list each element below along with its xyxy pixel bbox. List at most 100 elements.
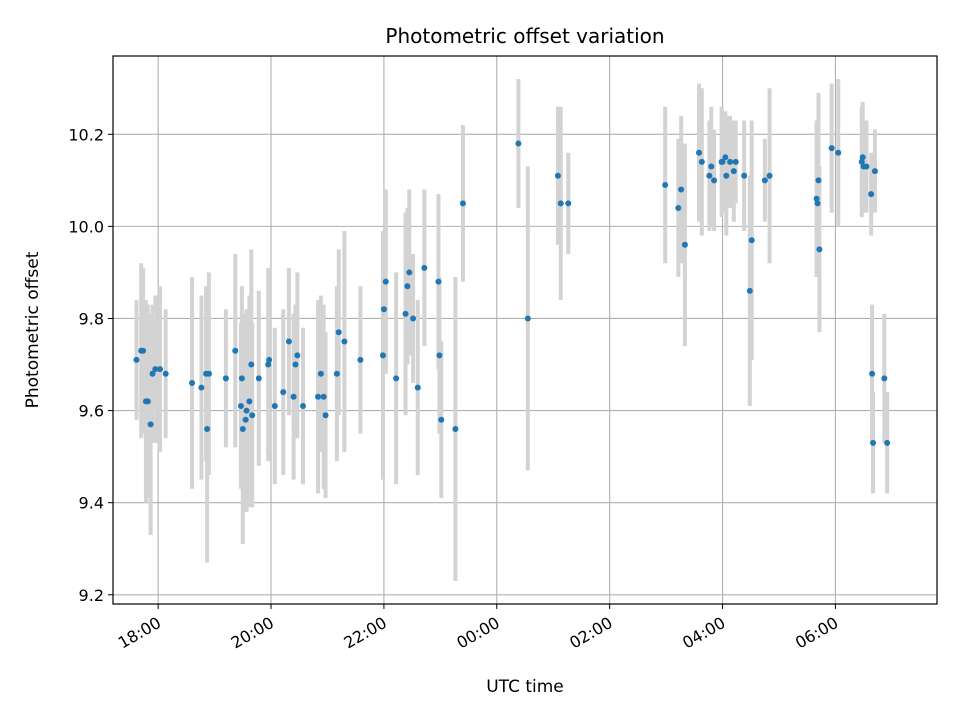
data-point [681,241,688,248]
data-point [317,370,324,377]
chart-title: Photometric offset variation [385,24,664,48]
x-axis-title: UTC time [486,677,564,697]
data-point [249,412,256,419]
data-point [232,347,239,354]
y-tick-label: 10.0 [68,217,104,236]
data-point [198,384,205,391]
data-point [322,412,329,419]
data-point [237,402,244,409]
data-point [410,315,417,322]
data-point [459,200,466,207]
data-point [379,352,386,359]
data-point [242,416,249,423]
data-point [438,416,445,423]
data-point [162,370,169,377]
data-point [766,172,773,179]
data-point [414,384,421,391]
data-point [239,426,246,433]
data-point [152,366,159,373]
data-point [698,158,705,165]
data-point [732,158,739,165]
data-point [515,140,522,147]
data-point [421,264,428,271]
data-point [815,177,822,184]
y-tick-label: 9.8 [79,309,104,328]
data-point [149,370,156,377]
data-point [204,426,211,433]
data-point [222,375,229,382]
data-point [565,200,572,207]
data-point [868,191,875,198]
data-point [290,393,297,400]
y-axis: 9.2 9.4 9.6 9.8 10.0 10.2 [68,125,113,605]
data-point [255,375,262,382]
data-point [696,149,703,156]
data-point [727,158,734,165]
data-point [382,278,389,285]
data-point [869,370,876,377]
data-point [524,315,531,322]
data-point [675,204,682,211]
y-tick-label: 9.4 [79,494,104,513]
data-point [294,352,301,359]
data-point [300,402,307,409]
data-point [436,352,443,359]
data-point [835,149,842,156]
data-point [723,172,730,179]
data-point [871,168,878,175]
data-point [246,398,253,405]
data-point [858,158,865,165]
data-point [393,375,400,382]
data-point [708,163,715,170]
data-point [813,195,820,202]
data-point [341,338,348,345]
data-point [285,338,292,345]
data-point [863,163,870,170]
data-point [662,181,669,188]
data-point [315,393,322,400]
data-point [746,287,753,294]
data-point [711,177,718,184]
data-point [243,407,250,414]
data-point [678,186,685,193]
data-point [238,375,245,382]
data-point [280,389,287,396]
data-point [404,283,411,290]
data-point [719,158,726,165]
data-point [722,154,729,161]
data-point [402,310,409,317]
data-point [814,200,821,207]
data-point [761,177,768,184]
data-point [248,361,255,368]
data-point [557,200,564,207]
data-points [133,140,891,446]
data-point [730,168,737,175]
data-point [881,375,888,382]
y-tick-label: 10.2 [68,125,104,144]
data-point [271,402,278,409]
data-point [205,370,212,377]
data-point [816,246,823,253]
data-point [380,306,387,313]
data-point [144,398,151,405]
data-point [452,426,459,433]
data-point [147,421,154,428]
data-point [320,393,327,400]
data-point [741,172,748,179]
data-point [189,379,196,386]
y-tick-label: 9.2 [79,586,104,605]
data-point [157,366,164,373]
data-point [133,356,140,363]
plot-frame [112,55,938,605]
data-point [357,356,364,363]
data-point [554,172,561,179]
data-point [266,356,273,363]
data-point [333,370,340,377]
data-point [870,439,877,446]
data-point [335,329,342,336]
data-point [435,278,442,285]
data-point [859,154,866,161]
data-point [884,439,891,446]
data-point [706,172,713,179]
